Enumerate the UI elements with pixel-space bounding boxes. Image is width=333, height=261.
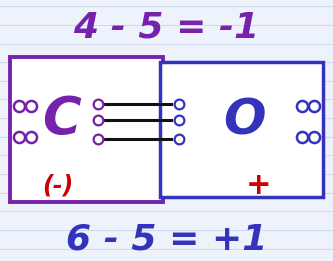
Text: (-): (-) bbox=[43, 173, 74, 197]
FancyBboxPatch shape bbox=[160, 62, 323, 197]
Text: C: C bbox=[42, 94, 81, 146]
Text: 6 - 5 = +1: 6 - 5 = +1 bbox=[66, 223, 267, 257]
Text: 4 - 5 = -1: 4 - 5 = -1 bbox=[74, 10, 259, 44]
Text: +: + bbox=[245, 171, 271, 200]
Text: O: O bbox=[223, 97, 266, 145]
FancyBboxPatch shape bbox=[10, 57, 163, 202]
